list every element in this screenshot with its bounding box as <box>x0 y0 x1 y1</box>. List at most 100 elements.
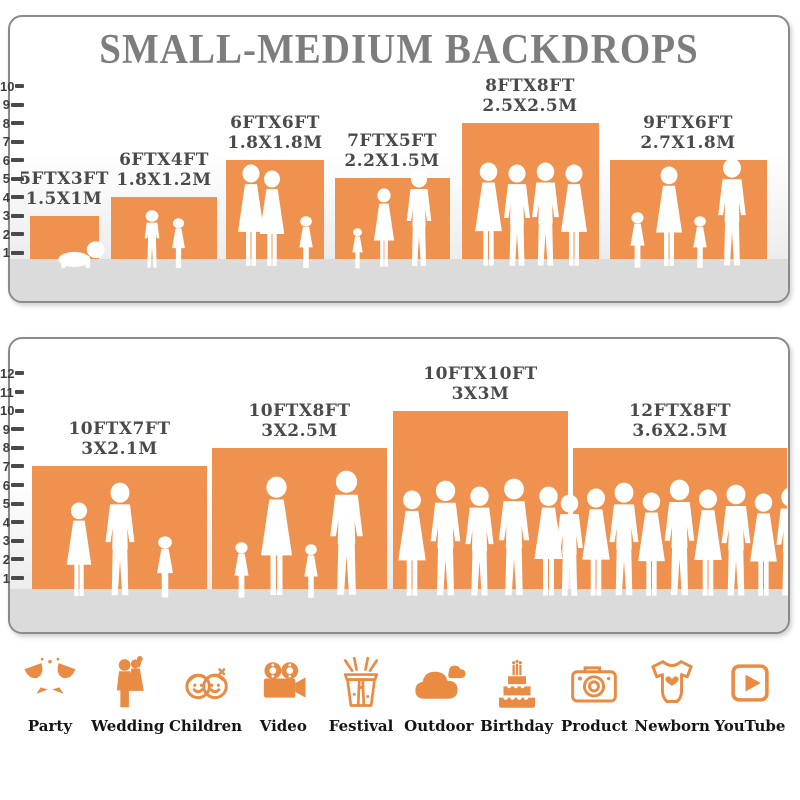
bar-size-label: 5FTX3FT 1.5X1M <box>10 168 139 210</box>
woman-silhouette-icon <box>651 166 687 270</box>
backdrop-bar-6x6 <box>226 160 324 259</box>
bar-size-label: 10FTX7FT 3X2.1M <box>35 419 205 460</box>
man-silhouette-icon <box>713 158 751 270</box>
woman-silhouette-icon <box>255 170 289 270</box>
bar-size-label: 7FTX5FT 2.2X1.5M <box>317 131 467 172</box>
woman-silhouette-icon <box>255 476 298 600</box>
people-silhouettes <box>335 170 450 270</box>
ruler-tick: 11 <box>0 384 24 400</box>
people-silhouettes <box>226 164 324 270</box>
category-product: Product <box>558 656 630 735</box>
ruler-tick: 10 <box>0 403 24 419</box>
page-title: SMALL-MEDIUM BACKDROPS <box>99 26 699 73</box>
backdrop-bar-9x6 <box>610 160 767 259</box>
size-meters: 3X2.1M <box>81 439 158 460</box>
video-camera-icon <box>264 662 306 698</box>
category-row: Party Wedding <box>14 656 786 735</box>
people-silhouettes <box>212 470 387 600</box>
ruler-tick: 10 <box>0 78 24 94</box>
man-silhouette-icon <box>716 484 756 600</box>
bar-size-label: 6FTX6FT 1.8X1.8M <box>200 113 350 154</box>
newborn-onesie-icon <box>651 660 693 704</box>
ruler-tick: 6 <box>0 477 24 493</box>
festival-gift-icon <box>343 656 379 707</box>
woman-silhouette-icon <box>393 490 431 600</box>
woman-silhouette-icon <box>745 493 782 600</box>
woman-silhouette-icon <box>233 164 269 270</box>
category-party: Party <box>14 656 86 735</box>
man-silhouette-icon <box>771 487 791 600</box>
man-silhouette-icon <box>493 478 535 600</box>
category-children: Children <box>169 656 242 735</box>
ruler-tick: 2 <box>0 226 24 242</box>
size-feet: 7FTX5FT <box>347 130 437 151</box>
size-meters: 2.7X1.8M <box>640 133 736 154</box>
people-silhouettes <box>573 479 787 600</box>
ruler-tick: 1 <box>0 245 24 261</box>
man-silhouette-icon <box>402 170 436 270</box>
size-feet: 12FTX8FT <box>628 400 732 421</box>
ruler-tick: 9 <box>0 97 24 113</box>
woman-silhouette-icon <box>689 489 727 600</box>
party-glasses-icon <box>24 657 76 694</box>
ruler-tick: 6 <box>0 152 24 168</box>
birthday-cake-icon <box>498 659 535 708</box>
man-silhouette-icon <box>659 479 700 600</box>
ruler-tick: 1 <box>0 570 24 586</box>
woman-silhouette-icon <box>370 188 398 270</box>
man-silhouette-icon <box>324 470 369 600</box>
ruler-tick: 5 <box>0 171 24 187</box>
man-silhouette-icon <box>460 486 499 600</box>
backdrop-bar-10x8 <box>212 448 387 589</box>
category-outdoor: Outdoor <box>403 656 475 735</box>
category-youtube: YouTube <box>714 656 786 735</box>
wedding-couple-icon <box>116 656 144 708</box>
bar-size-label: 12FTX8FT 3.6X2.5M <box>595 401 765 442</box>
size-meters: 1.8X1.2M <box>116 170 212 191</box>
man-silhouette-icon <box>604 482 644 600</box>
man-silhouette-icon <box>425 480 466 600</box>
size-feet: 5FTX3FT <box>19 168 109 189</box>
backdrop-bar-10x10 <box>393 411 568 589</box>
size-feet: 6FTX6FT <box>230 112 320 133</box>
woman-silhouette-icon <box>62 502 96 600</box>
ruler-tick: 2 <box>0 551 24 567</box>
bar-size-label: 10FTX8FT 3X2.5M <box>215 401 385 442</box>
ruler-tick: 9 <box>0 421 24 437</box>
size-meters: 3X3M <box>451 384 510 405</box>
people-silhouettes <box>462 162 599 270</box>
size-feet: 10FTX7FT <box>68 418 171 439</box>
ruler-tick: 7 <box>0 458 24 474</box>
ruler-tick: 12 <box>0 365 24 381</box>
floor-strip <box>10 589 788 632</box>
woman-silhouette-icon <box>556 164 592 270</box>
ruler-tick: 4 <box>0 514 24 530</box>
backdrop-bar-10x7 <box>32 466 207 589</box>
size-meters: 3.6X2.5M <box>632 421 728 442</box>
people-silhouettes <box>393 478 568 600</box>
backdrop-bar-6x4 <box>111 197 217 259</box>
ruler-tick: 3 <box>0 208 24 224</box>
woman-silhouette-icon <box>633 492 670 600</box>
ruler-tick: 8 <box>0 115 24 131</box>
bar-size-label: 8FTX8FT 2.5X2.5M <box>455 76 605 117</box>
size-feet: 6FTX4FT <box>119 149 209 170</box>
woman-silhouette-icon <box>470 162 507 270</box>
small-medium-panel: SMALL-MEDIUM BACKDROPS 5FTX3FT 1.5X1M 6F… <box>8 15 790 303</box>
ruler-tick: 5 <box>0 496 24 512</box>
category-newborn: Newborn <box>634 656 710 735</box>
bar-size-label: 9FTX6FT 2.7X1.8M <box>613 113 763 154</box>
size-meters: 3X2.5M <box>261 421 338 442</box>
size-feet: 9FTX6FT <box>643 112 733 133</box>
ruler-tick: 3 <box>0 533 24 549</box>
size-meters: 2.2X1.5M <box>344 151 440 172</box>
bar-size-label: 10FTX10FT 3X3M <box>396 364 566 405</box>
woman-silhouette-icon <box>529 486 568 600</box>
ruler-tick: 8 <box>0 440 24 456</box>
category-festival: Festival <box>325 656 397 735</box>
category-video: Video <box>247 656 319 735</box>
size-meters: 1.5X1M <box>25 189 103 210</box>
category-wedding: Wedding <box>91 656 164 735</box>
floor-strip <box>10 259 788 301</box>
